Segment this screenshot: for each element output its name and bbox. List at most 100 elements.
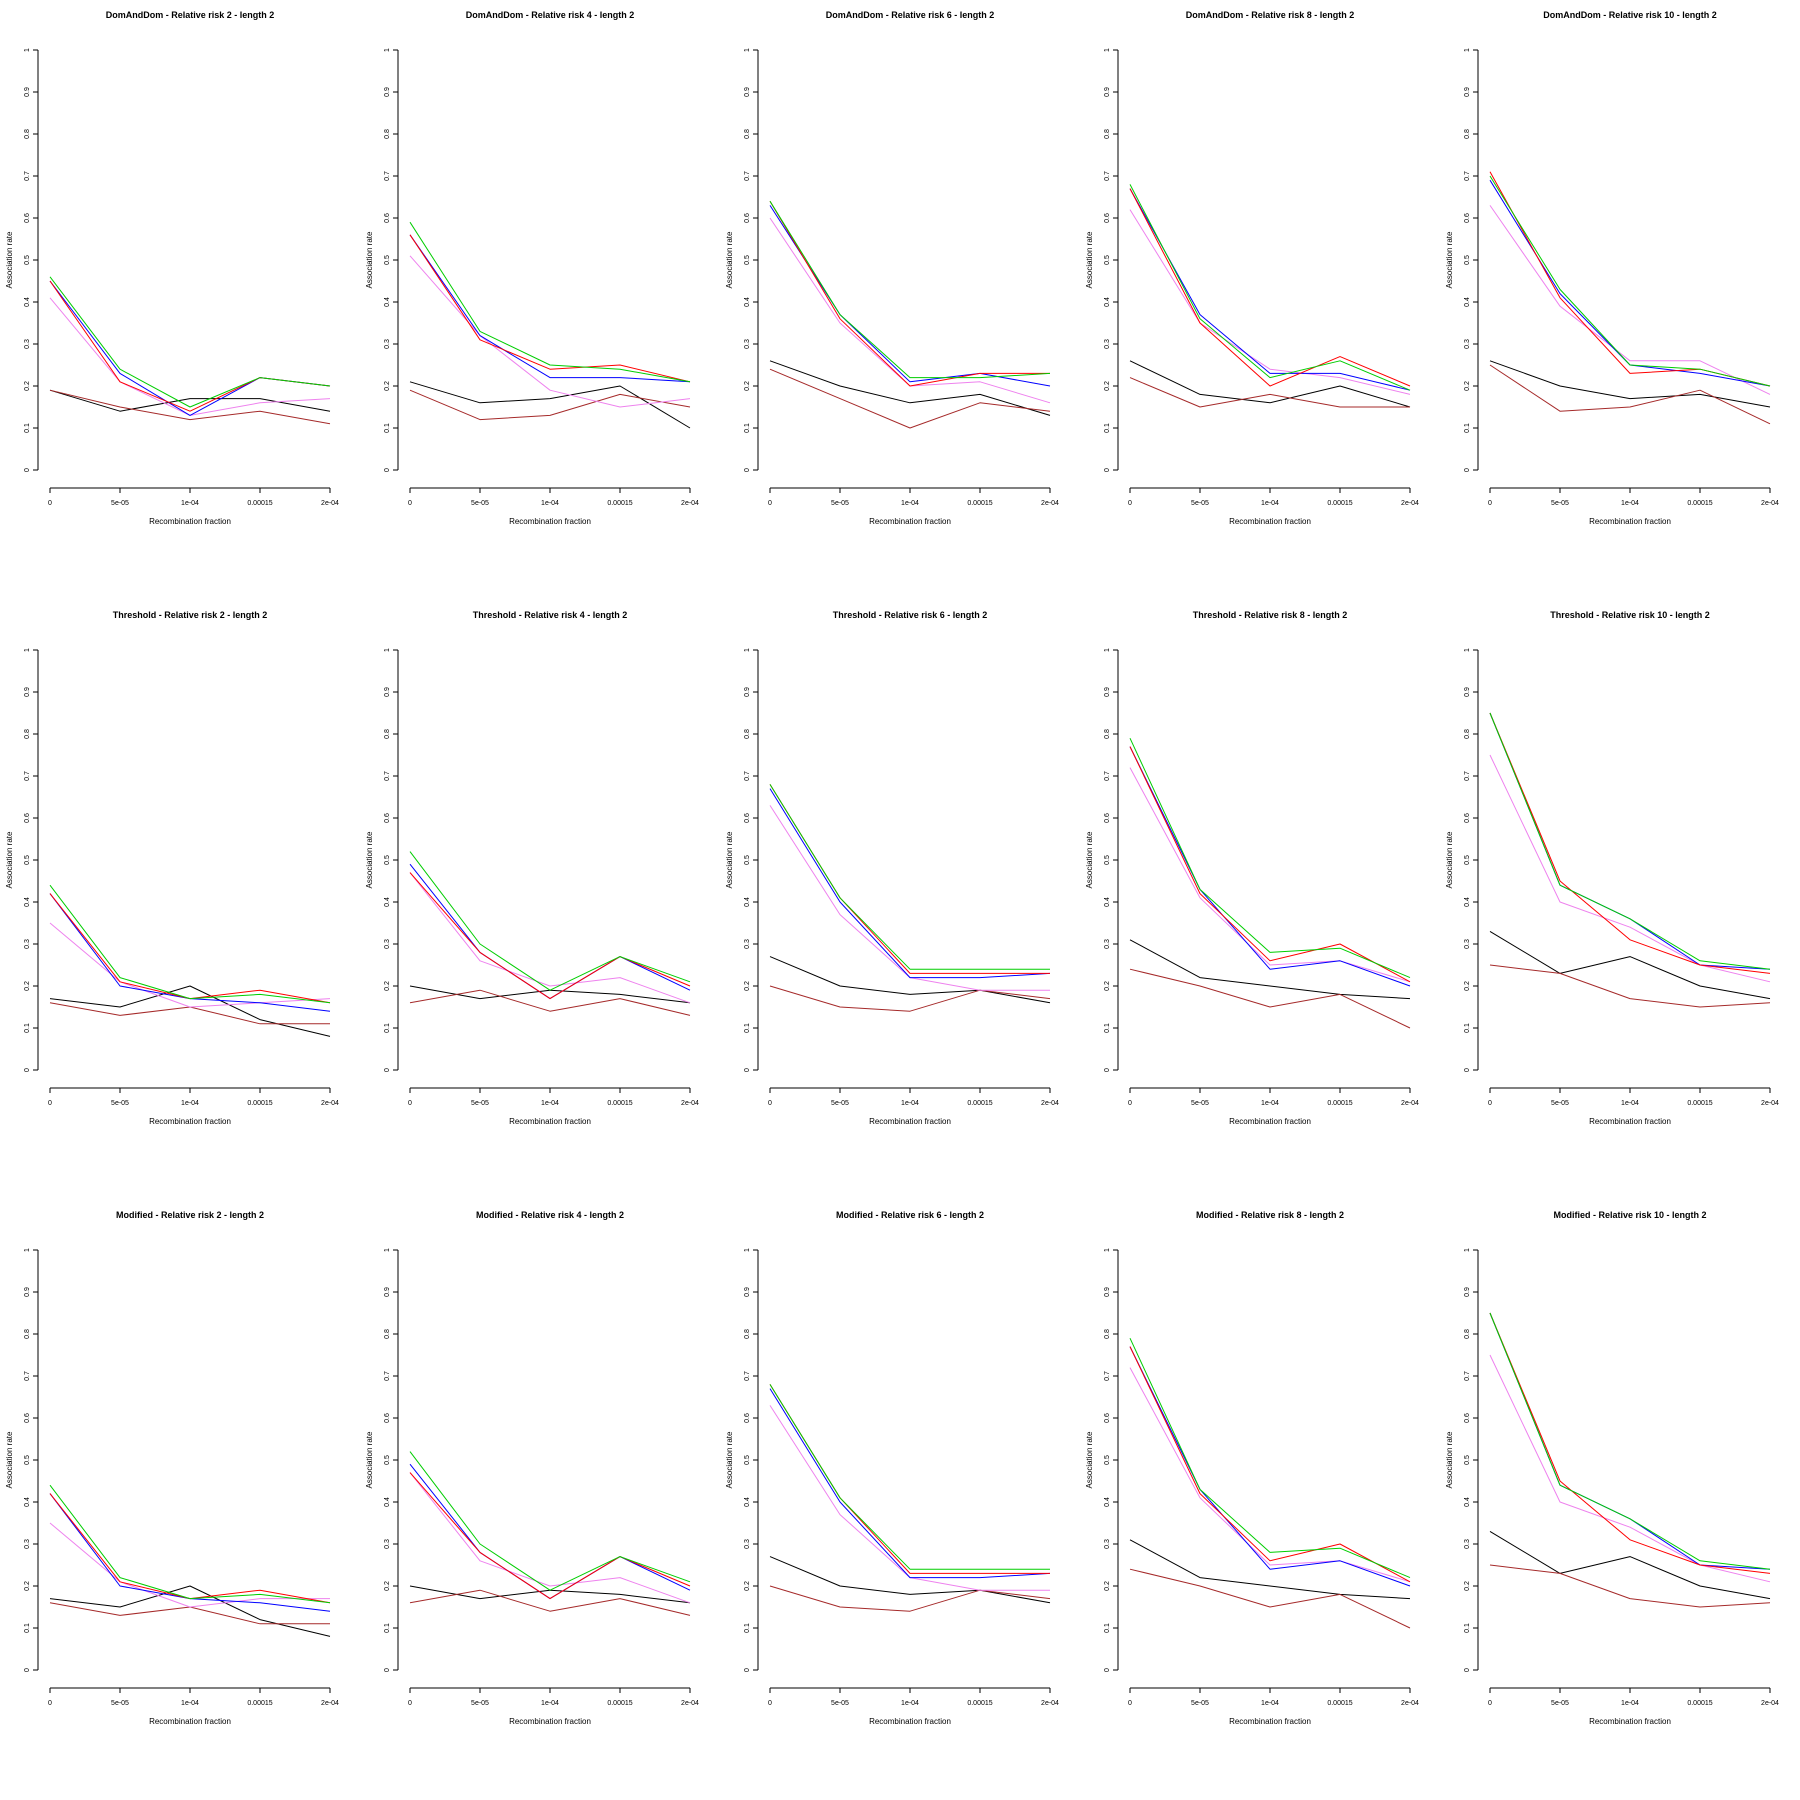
x-axis-label: Recombination fraction	[869, 517, 951, 526]
series-line-blue	[769, 1388, 1051, 1579]
y-tick-label: 0.6	[1104, 1413, 1111, 1423]
x-axis: 0 5e-05 1e-04 0.00015 2e-04 Recombination fra…	[48, 1687, 339, 1726]
series-line-red	[769, 784, 1050, 974]
line-chart: Modified - Relative risk 4 - length 2 0 0.…	[365, 1210, 699, 1726]
y-tick-label: 0.1	[384, 1623, 391, 1633]
y-tick-label: 0.4	[384, 1497, 391, 1507]
x-tick-label: 1e-04	[541, 1700, 559, 1707]
series-line-blue	[409, 234, 691, 383]
chart-title: DomAndDom - Relative risk 4 - length 2	[466, 10, 635, 20]
line-chart: Modified - Relative risk 8 - length 2 0 0.…	[1085, 1210, 1419, 1726]
x-tick-label: 2e-04	[1401, 1700, 1419, 1707]
y-tick-label: 0.7	[744, 771, 751, 781]
y-tick-label: 0.4	[1104, 1497, 1111, 1507]
y-tick-label: 0.3	[1464, 339, 1471, 349]
x-axis-label: Recombination fraction	[869, 1117, 951, 1126]
chart-title: Threshold - Relative risk 6 - length 2	[833, 610, 988, 620]
x-tick-label: 0	[48, 1100, 52, 1107]
series-line-red	[409, 234, 691, 383]
series-line-red	[409, 872, 691, 1000]
x-tick-label: 0.00015	[247, 1100, 272, 1107]
series-line-black	[769, 956, 1051, 1004]
series-line-brown	[409, 1589, 691, 1616]
x-tick-label: 1e-04	[1621, 500, 1639, 507]
y-tick-label: 1	[744, 1248, 751, 1252]
y-tick-label: 0.5	[24, 1455, 31, 1465]
y-tick-label: 0.1	[24, 1623, 31, 1633]
y-tick-label: 0.8	[1104, 129, 1111, 139]
series-line-violet	[1489, 205, 1771, 395]
y-axis-label: Association rate	[1445, 1431, 1454, 1488]
series-line-green	[1129, 1337, 1411, 1579]
series-line-violet	[409, 872, 691, 1004]
y-tick-label: 0.5	[384, 1455, 391, 1465]
y-tick-label: 0.1	[1464, 1623, 1471, 1633]
series-line-black	[1129, 939, 1411, 1000]
series-line-blue	[409, 1463, 691, 1600]
y-tick-label: 0.3	[744, 939, 751, 949]
x-tick-label: 0.00015	[607, 1700, 632, 1707]
y-tick-label: 0.3	[1104, 1539, 1111, 1549]
series-line-green	[409, 221, 691, 383]
y-axis: 0 0.1 0.2 0.3 0.4 0.5 0.6 0.7 0.8 0.9 1 Association…	[1085, 48, 1119, 472]
y-axis: 0 0.1 0.2 0.3 0.4 0.5 0.6 0.7 0.8 0.9 1 Association…	[1085, 1248, 1119, 1672]
y-axis-label: Association rate	[1445, 831, 1454, 888]
x-tick-label: 0	[48, 500, 52, 507]
y-tick-label: 0.2	[384, 1581, 391, 1591]
y-tick-label: 1	[744, 48, 751, 52]
x-axis: 0 5e-05 1e-04 0.00015 2e-04 Recombination fra…	[1128, 1087, 1419, 1126]
y-axis: 0 0.1 0.2 0.3 0.4 0.5 0.6 0.7 0.8 0.9 1 Association…	[5, 648, 39, 1072]
x-tick-label: 1e-04	[901, 1700, 919, 1707]
y-tick-label: 0.8	[1104, 729, 1111, 739]
x-tick-label: 0	[1488, 1700, 1492, 1707]
y-tick-label: 0.7	[1104, 771, 1111, 781]
y-tick-label: 0.4	[24, 1497, 31, 1507]
y-axis: 0 0.1 0.2 0.3 0.4 0.5 0.6 0.7 0.8 0.9 1 Association…	[725, 48, 759, 472]
series-line-green	[1489, 175, 1771, 387]
series-line-blue	[409, 863, 691, 1000]
y-tick-label: 0.5	[384, 255, 391, 265]
series-line-black	[1129, 1539, 1411, 1600]
y-tick-label: 0.3	[744, 1539, 751, 1549]
series-line-black	[49, 1585, 331, 1637]
y-tick-label: 0.2	[1464, 381, 1471, 391]
x-axis-label: Recombination fraction	[1229, 517, 1311, 526]
y-axis: 0 0.1 0.2 0.3 0.4 0.5 0.6 0.7 0.8 0.9 1 Association…	[5, 48, 39, 472]
y-axis: 0 0.1 0.2 0.3 0.4 0.5 0.6 0.7 0.8 0.9 1 Association…	[365, 648, 399, 1072]
x-tick-label: 0	[1128, 1100, 1132, 1107]
series-line-brown	[409, 389, 691, 421]
y-tick-label: 0.9	[744, 687, 751, 697]
y-axis-label: Association rate	[725, 231, 734, 288]
y-tick-label: 0	[384, 1668, 391, 1672]
x-tick-label: 5e-05	[111, 1700, 129, 1707]
y-tick-label: 0.5	[1464, 255, 1471, 265]
y-axis: 0 0.1 0.2 0.3 0.4 0.5 0.6 0.7 0.8 0.9 1 Association…	[365, 48, 399, 472]
y-axis: 0 0.1 0.2 0.3 0.4 0.5 0.6 0.7 0.8 0.9 1 Association…	[1085, 648, 1119, 1072]
series-line-black	[49, 985, 331, 1037]
series-line-green	[409, 1451, 691, 1591]
x-tick-label: 1e-04	[1621, 1100, 1639, 1107]
y-tick-label: 0.3	[1464, 1539, 1471, 1549]
x-axis-label: Recombination fraction	[149, 517, 231, 526]
x-tick-label: 0.00015	[967, 1700, 992, 1707]
x-tick-label: 5e-05	[1191, 500, 1209, 507]
x-axis-label: Recombination fraction	[509, 517, 591, 526]
y-tick-label: 0.2	[384, 381, 391, 391]
y-tick-label: 0.4	[384, 897, 391, 907]
series-line-red	[769, 200, 1050, 387]
chart-title: DomAndDom - Relative risk 6 - length 2	[826, 10, 995, 20]
x-tick-label: 1e-04	[901, 1100, 919, 1107]
x-axis-label: Recombination fraction	[149, 1117, 231, 1126]
y-tick-label: 0.6	[744, 813, 751, 823]
y-tick-label: 0.1	[1464, 423, 1471, 433]
y-tick-label: 0	[1104, 468, 1111, 472]
y-tick-label: 0.8	[384, 129, 391, 139]
y-tick-label: 0.2	[24, 381, 31, 391]
y-tick-label: 0.1	[1464, 1023, 1471, 1033]
y-tick-label: 0.1	[24, 1023, 31, 1033]
y-tick-label: 1	[24, 48, 31, 52]
